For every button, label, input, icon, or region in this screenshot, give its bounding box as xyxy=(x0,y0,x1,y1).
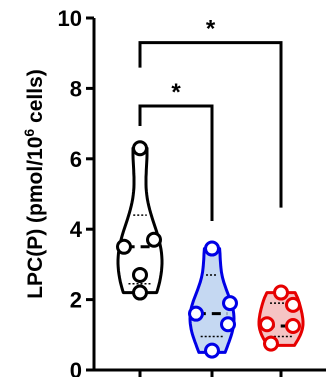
data-point-0-4 xyxy=(132,284,148,301)
y-tick-label-8: 8 xyxy=(70,76,82,101)
data-point-2-1 xyxy=(285,296,301,313)
y-tick-label-0: 0 xyxy=(70,358,82,377)
data-point-1-0 xyxy=(204,240,220,257)
data-point-1-4 xyxy=(204,342,220,359)
data-point-2-3 xyxy=(285,318,301,334)
y-tick-label-2: 2 xyxy=(70,288,82,313)
y-tick-label-10: 10 xyxy=(58,6,82,31)
data-point-0-2 xyxy=(116,238,132,255)
data-point-1-3 xyxy=(220,316,236,333)
data-point-0-3 xyxy=(132,266,148,283)
data-point-0-1 xyxy=(146,231,162,248)
data-point-1-2 xyxy=(188,305,204,322)
data-point-2-4 xyxy=(263,335,279,352)
data-point-0-0 xyxy=(132,140,148,157)
data-point-2-0 xyxy=(273,284,289,301)
y-tick-label-4: 4 xyxy=(70,217,83,242)
y-axis-title: LPC(P) (pmol/106 cells) xyxy=(21,69,47,299)
data-point-2-2 xyxy=(259,316,275,333)
significance-label-0: * xyxy=(171,79,181,106)
significance-label-1: * xyxy=(206,16,216,43)
significance-bracket-0 xyxy=(138,104,214,221)
data-point-1-1 xyxy=(222,295,238,312)
significance-bracket-1 xyxy=(138,41,283,208)
y-tick-label-6: 6 xyxy=(70,147,82,172)
